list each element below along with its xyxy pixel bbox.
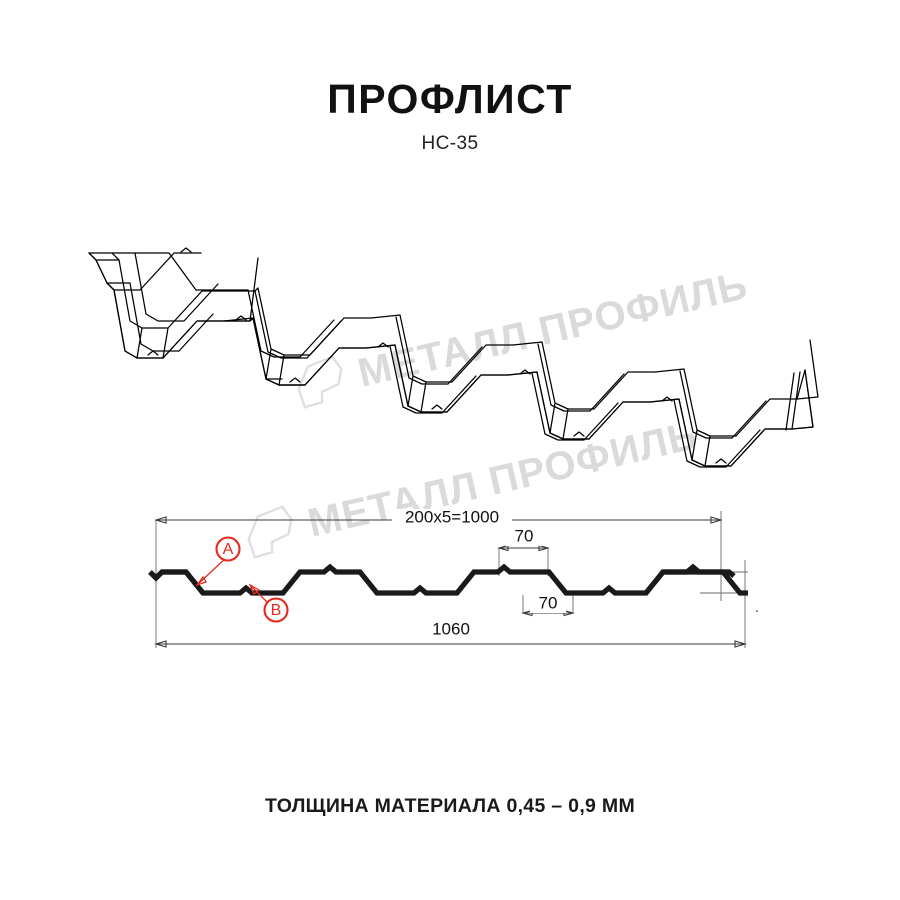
dimension-total-width-label: 1060 (432, 619, 470, 638)
watermark-lower: МЕТАЛЛ ПРОФИЛЬ (247, 413, 702, 559)
profile-left-terminal (148, 569, 206, 595)
dimension-total-width: 1060 (154, 619, 747, 648)
profile-cross-section: 200x5=1000 70 70 1060 (0, 507, 900, 648)
dimension-valley-width-label: 70 (539, 593, 558, 612)
profile-right-flange (643, 569, 736, 595)
dimension-crest-width: 70 (496, 526, 551, 552)
perspective-sheet-view (88, 247, 819, 468)
sheet-module-4 (507, 341, 656, 441)
callout-b: B (248, 583, 289, 623)
callout-a-ring (215, 536, 241, 562)
sheet-module-1 (88, 252, 230, 359)
dimension-pitch-label: 200x5=1000 (405, 507, 499, 526)
title-block: ПРОФЛИСТ НС-35 (0, 76, 900, 155)
dimension-pitch: 200x5=1000 (154, 507, 723, 529)
sheet-module-2 (221, 287, 372, 386)
sheet-stiffening-ribs (147, 247, 727, 464)
sheet-module-5 (649, 368, 798, 468)
callout-b-label: B (271, 602, 282, 619)
material-thickness-note: ТОЛЩИНА МАТЕРИАЛА 0,45 – 0,9 ММ (264, 795, 635, 817)
dimension-valley-width: 70 (520, 593, 576, 617)
callout-b-ring (263, 597, 289, 623)
sheet-module-6 (785, 339, 819, 431)
sheet-module-3 (365, 314, 514, 414)
page-title: ПРОФЛИСТ (327, 76, 573, 122)
product-model-subtitle: НС-35 (421, 133, 479, 155)
callout-a: A (195, 536, 241, 587)
dimension-crest-width-label: 70 (515, 526, 534, 545)
callout-a-label: A (223, 541, 234, 558)
